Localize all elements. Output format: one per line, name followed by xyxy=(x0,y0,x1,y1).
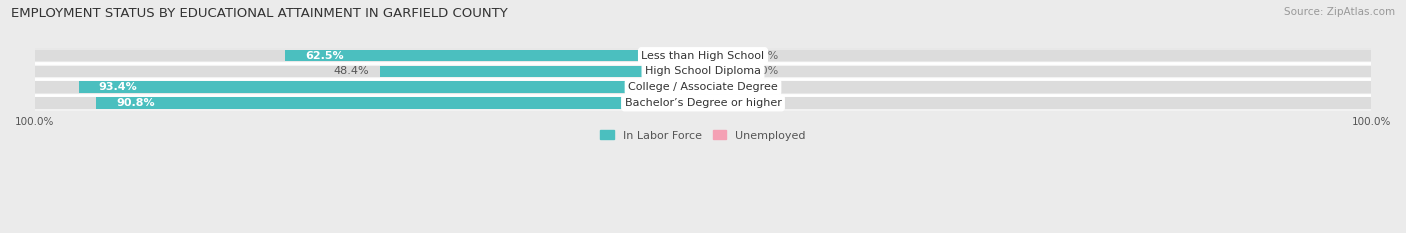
Text: 93.4%: 93.4% xyxy=(98,82,138,92)
Text: EMPLOYMENT STATUS BY EDUCATIONAL ATTAINMENT IN GARFIELD COUNTY: EMPLOYMENT STATUS BY EDUCATIONAL ATTAINM… xyxy=(11,7,508,20)
Bar xyxy=(35,63,1371,79)
Bar xyxy=(380,66,703,77)
Bar xyxy=(35,97,703,109)
Bar xyxy=(35,66,703,77)
Text: Bachelor’s Degree or higher: Bachelor’s Degree or higher xyxy=(624,98,782,108)
Text: 0.0%: 0.0% xyxy=(749,66,778,76)
Text: Less than High School: Less than High School xyxy=(641,51,765,61)
Text: High School Diploma: High School Diploma xyxy=(645,66,761,76)
Legend: In Labor Force, Unemployed: In Labor Force, Unemployed xyxy=(596,126,810,145)
Bar xyxy=(703,82,1371,93)
Bar xyxy=(35,48,1371,63)
Bar xyxy=(703,66,737,77)
Text: 0.0%: 0.0% xyxy=(749,98,778,108)
Text: College / Associate Degree: College / Associate Degree xyxy=(628,82,778,92)
Bar xyxy=(35,82,703,93)
Bar xyxy=(703,97,1371,109)
Bar xyxy=(96,97,703,109)
Bar xyxy=(703,50,737,61)
Text: Source: ZipAtlas.com: Source: ZipAtlas.com xyxy=(1284,7,1395,17)
Bar xyxy=(35,50,703,61)
Bar xyxy=(35,95,1371,111)
Text: 48.4%: 48.4% xyxy=(333,66,370,76)
Bar xyxy=(703,82,737,93)
Bar xyxy=(703,66,1371,77)
Text: 0.0%: 0.0% xyxy=(749,51,778,61)
Bar xyxy=(703,50,1371,61)
Text: 62.5%: 62.5% xyxy=(305,51,344,61)
Text: 90.8%: 90.8% xyxy=(117,98,155,108)
Text: 0.0%: 0.0% xyxy=(749,82,778,92)
Bar xyxy=(35,79,1371,95)
Bar xyxy=(79,82,703,93)
Bar xyxy=(703,97,737,109)
Bar xyxy=(285,50,703,61)
